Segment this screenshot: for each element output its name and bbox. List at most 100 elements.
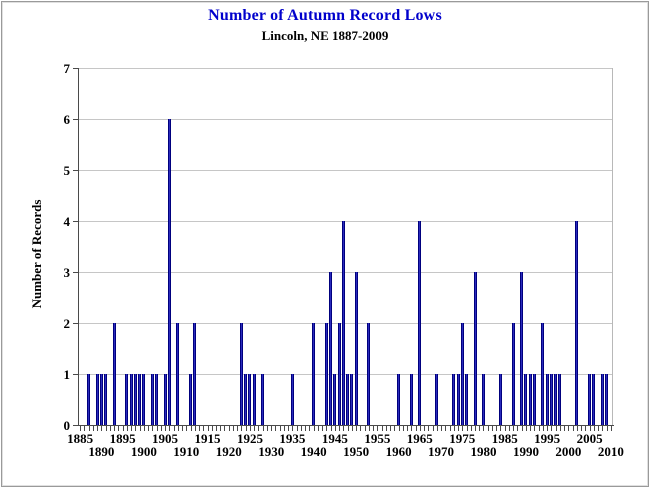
x-tick: [313, 426, 315, 431]
bar-1897: [129, 374, 133, 425]
bar-1902: [150, 374, 154, 425]
y-axis-line: [78, 68, 79, 426]
x-tick: [381, 426, 383, 431]
bar-2005: [588, 374, 592, 425]
y-tick: [73, 425, 78, 426]
bar-1996: [549, 374, 553, 425]
y-tick: [73, 221, 78, 222]
x-tick-label: 1995: [534, 431, 561, 446]
x-tick: [232, 426, 234, 431]
bar-2006: [592, 374, 596, 425]
y-tick-label: 3: [63, 265, 71, 280]
y-tick: [73, 68, 78, 69]
x-tick-label: 1970: [428, 444, 455, 459]
x-tick: [148, 426, 150, 431]
bar-1976: [465, 374, 468, 425]
x-tick-label: 2005: [576, 431, 603, 446]
x-tick: [139, 426, 141, 431]
x-tick-label: 2000: [555, 444, 582, 459]
x-tick: [92, 426, 94, 431]
x-tick: [177, 426, 179, 431]
bar-2008: [600, 374, 604, 425]
bar-1940: [312, 323, 316, 425]
bar-1928: [261, 374, 265, 425]
bar-1923: [239, 323, 243, 425]
x-tick: [143, 426, 145, 431]
x-tick: [351, 426, 353, 431]
y-tick: [73, 323, 78, 324]
bar-1890: [99, 374, 103, 425]
x-tick: [152, 426, 154, 431]
x-tick: [334, 426, 336, 431]
x-tick: [445, 426, 447, 431]
x-tick: [559, 426, 561, 431]
x-tick: [504, 426, 506, 431]
x-tick: [258, 426, 260, 431]
x-tick-label: 1965: [406, 431, 433, 446]
bar-1973: [452, 374, 456, 425]
x-tick: [576, 426, 578, 431]
x-tick: [487, 426, 489, 431]
plot-area: [78, 68, 613, 425]
gridline: [78, 170, 613, 171]
x-tick: [453, 426, 455, 431]
bar-1946: [337, 323, 341, 425]
x-tick: [534, 426, 536, 431]
y-tick-label: 2: [63, 316, 71, 331]
bar-1906: [167, 119, 171, 425]
x-tick: [525, 426, 527, 431]
bar-1995: [545, 374, 549, 425]
x-tick: [165, 426, 167, 431]
x-tick: [508, 426, 510, 431]
x-tick: [373, 426, 375, 431]
bar-1965: [418, 221, 422, 425]
x-tick: [131, 426, 133, 431]
x-tick: [475, 426, 476, 431]
x-tick: [432, 426, 434, 431]
x-tick-label: 1885: [67, 431, 94, 446]
bar-1984: [498, 374, 502, 425]
x-tick: [517, 426, 519, 431]
bar-1935: [290, 374, 294, 425]
x-tick: [249, 426, 251, 431]
x-tick: [182, 426, 184, 431]
x-tick: [593, 426, 595, 431]
x-tick-label: 1950: [343, 444, 370, 459]
x-tick: [309, 426, 311, 431]
x-tick-label: 1960: [385, 444, 412, 459]
x-tick: [296, 426, 298, 431]
bar-1945: [333, 374, 337, 425]
bar-1944: [329, 272, 333, 425]
bar-1925: [248, 374, 252, 425]
x-tick: [364, 426, 366, 431]
gridline: [78, 119, 613, 120]
bar-1950: [354, 272, 358, 425]
x-tick: [224, 426, 226, 431]
x-tick: [109, 426, 111, 431]
x-tick: [411, 426, 413, 431]
x-tick-label: 1930: [258, 444, 285, 459]
x-tick: [326, 426, 328, 431]
x-tick: [245, 426, 247, 431]
x-tick: [436, 426, 438, 431]
bar-1947: [341, 221, 345, 425]
x-tick-label: 1905: [152, 431, 179, 446]
x-tick: [449, 426, 451, 431]
chart-subtitle: Lincoln, NE 1887-2009: [261, 28, 389, 43]
x-tick: [491, 426, 493, 431]
bar-1989: [520, 272, 524, 425]
x-tick-label: 1955: [364, 431, 391, 446]
x-tick: [479, 426, 481, 431]
bar-1889: [95, 374, 99, 425]
x-tick: [496, 426, 498, 431]
gridline: [78, 272, 613, 273]
x-tick: [279, 426, 281, 431]
y-tick-label: 7: [63, 61, 71, 76]
x-tick: [402, 426, 404, 431]
y-tick-label: 4: [63, 214, 71, 229]
x-tick-label: 1920: [215, 444, 242, 459]
x-tick-label: 1975: [449, 431, 476, 446]
x-tick-label: 1915: [194, 431, 221, 446]
x-tick: [317, 426, 319, 431]
